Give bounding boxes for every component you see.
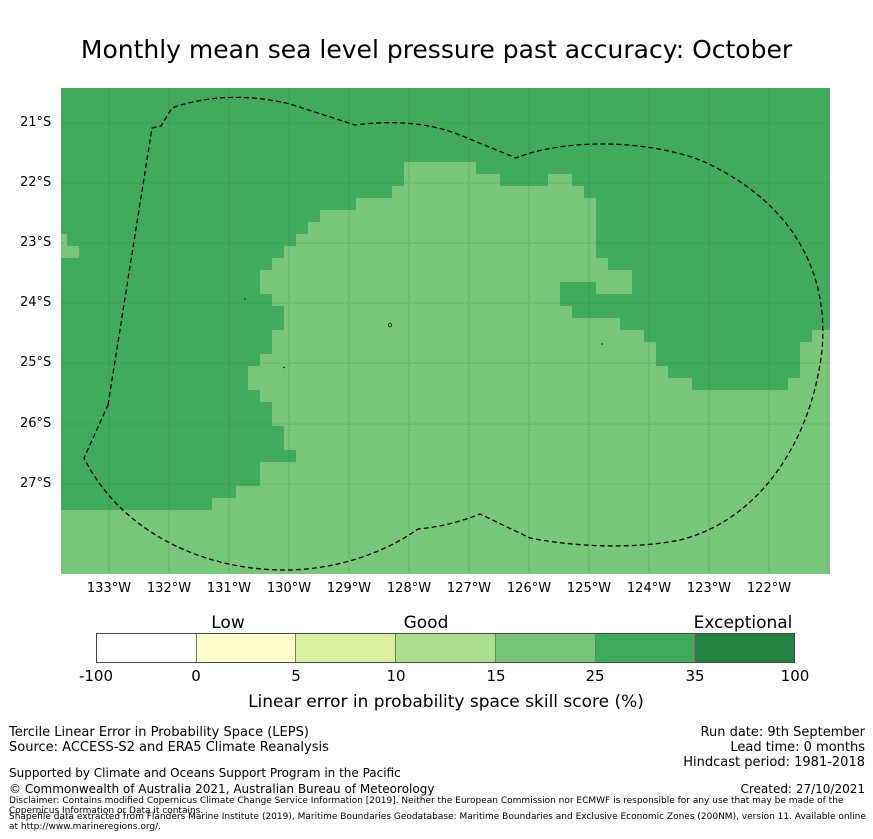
graticule	[61, 88, 830, 574]
lat-label-26s: 26°S	[20, 416, 52, 431]
lat-label-27s: 27°S	[20, 476, 52, 491]
colorbar-category-exceptional: Exceptional	[693, 613, 793, 633]
lat-label-22s: 22°S	[20, 175, 52, 190]
lon-label-124w: 124°W	[626, 581, 672, 596]
colorbar-tick: 10	[386, 667, 406, 685]
lon-label-131w: 131°W	[206, 581, 252, 596]
skill-map	[61, 88, 830, 574]
supported-text: Supported by Climate and Oceans Support …	[9, 766, 401, 780]
hindcast-text: Hindcast period: 1981-2018	[683, 755, 865, 770]
colorbar-tick: 100	[780, 667, 810, 685]
lat-label-23s: 23°S	[20, 235, 52, 250]
disclaimer-text: Disclaimer: Contains modified Copernicus…	[9, 796, 844, 816]
lon-label-122w: 122°W	[746, 581, 792, 596]
colorbar-segment	[495, 634, 596, 662]
colorbar-category-good: Good	[403, 613, 449, 633]
colorbar-tick: 5	[291, 667, 301, 685]
high-skill-region	[61, 88, 830, 510]
lead-time-text: Lead time: 0 months	[730, 740, 865, 755]
colorbar-segment	[97, 634, 197, 662]
lat-label-25s: 25°S	[20, 355, 52, 370]
lon-label-127w: 127°W	[446, 581, 492, 596]
method-text: Tercile Linear Error in Probability Spac…	[9, 725, 309, 740]
colorbar-title: Linear error in probability space skill …	[248, 692, 644, 712]
colorbar-tick: 0	[191, 667, 201, 685]
colorbar-segment	[595, 634, 696, 662]
colorbar-segment	[396, 634, 496, 662]
colorbar-segment	[695, 634, 795, 662]
lon-label-125w: 125°W	[566, 581, 612, 596]
colorbar-tick: -100	[78, 667, 114, 685]
source-text: Source: ACCESS-S2 and ERA5 Climate Reana…	[9, 740, 329, 755]
islands	[244, 298, 603, 369]
lon-label-128w: 128°W	[386, 581, 432, 596]
copyright-text: © Commonwealth of Australia 2021, Austra…	[9, 782, 435, 796]
colorbar-segment	[196, 634, 297, 662]
shapefile-credit-text: Shapefile data extracted from Flanders M…	[9, 812, 866, 832]
colorbar	[96, 633, 795, 663]
eez-boundary	[83, 96, 824, 571]
colorbar-segment	[296, 634, 397, 662]
lat-label-24s: 24°S	[20, 295, 52, 310]
lon-label-130w: 130°W	[266, 581, 312, 596]
colorbar-tick: 15	[486, 667, 506, 685]
lon-label-123w: 123°W	[686, 581, 732, 596]
run-date-text: Run date: 9th September	[700, 725, 865, 740]
created-text: Created: 27/10/2021	[740, 782, 865, 796]
colorbar-category-low: Low	[211, 613, 245, 633]
lon-label-133w: 133°W	[86, 581, 132, 596]
map-title: Monthly mean sea level pressure past acc…	[80, 35, 793, 64]
colorbar-tick: 35	[685, 667, 705, 685]
lon-label-129w: 129°W	[326, 581, 372, 596]
lon-label-126w: 126°W	[506, 581, 552, 596]
lon-label-132w: 132°W	[146, 581, 192, 596]
lat-label-21s: 21°S	[20, 115, 52, 130]
colorbar-tick: 25	[585, 667, 605, 685]
